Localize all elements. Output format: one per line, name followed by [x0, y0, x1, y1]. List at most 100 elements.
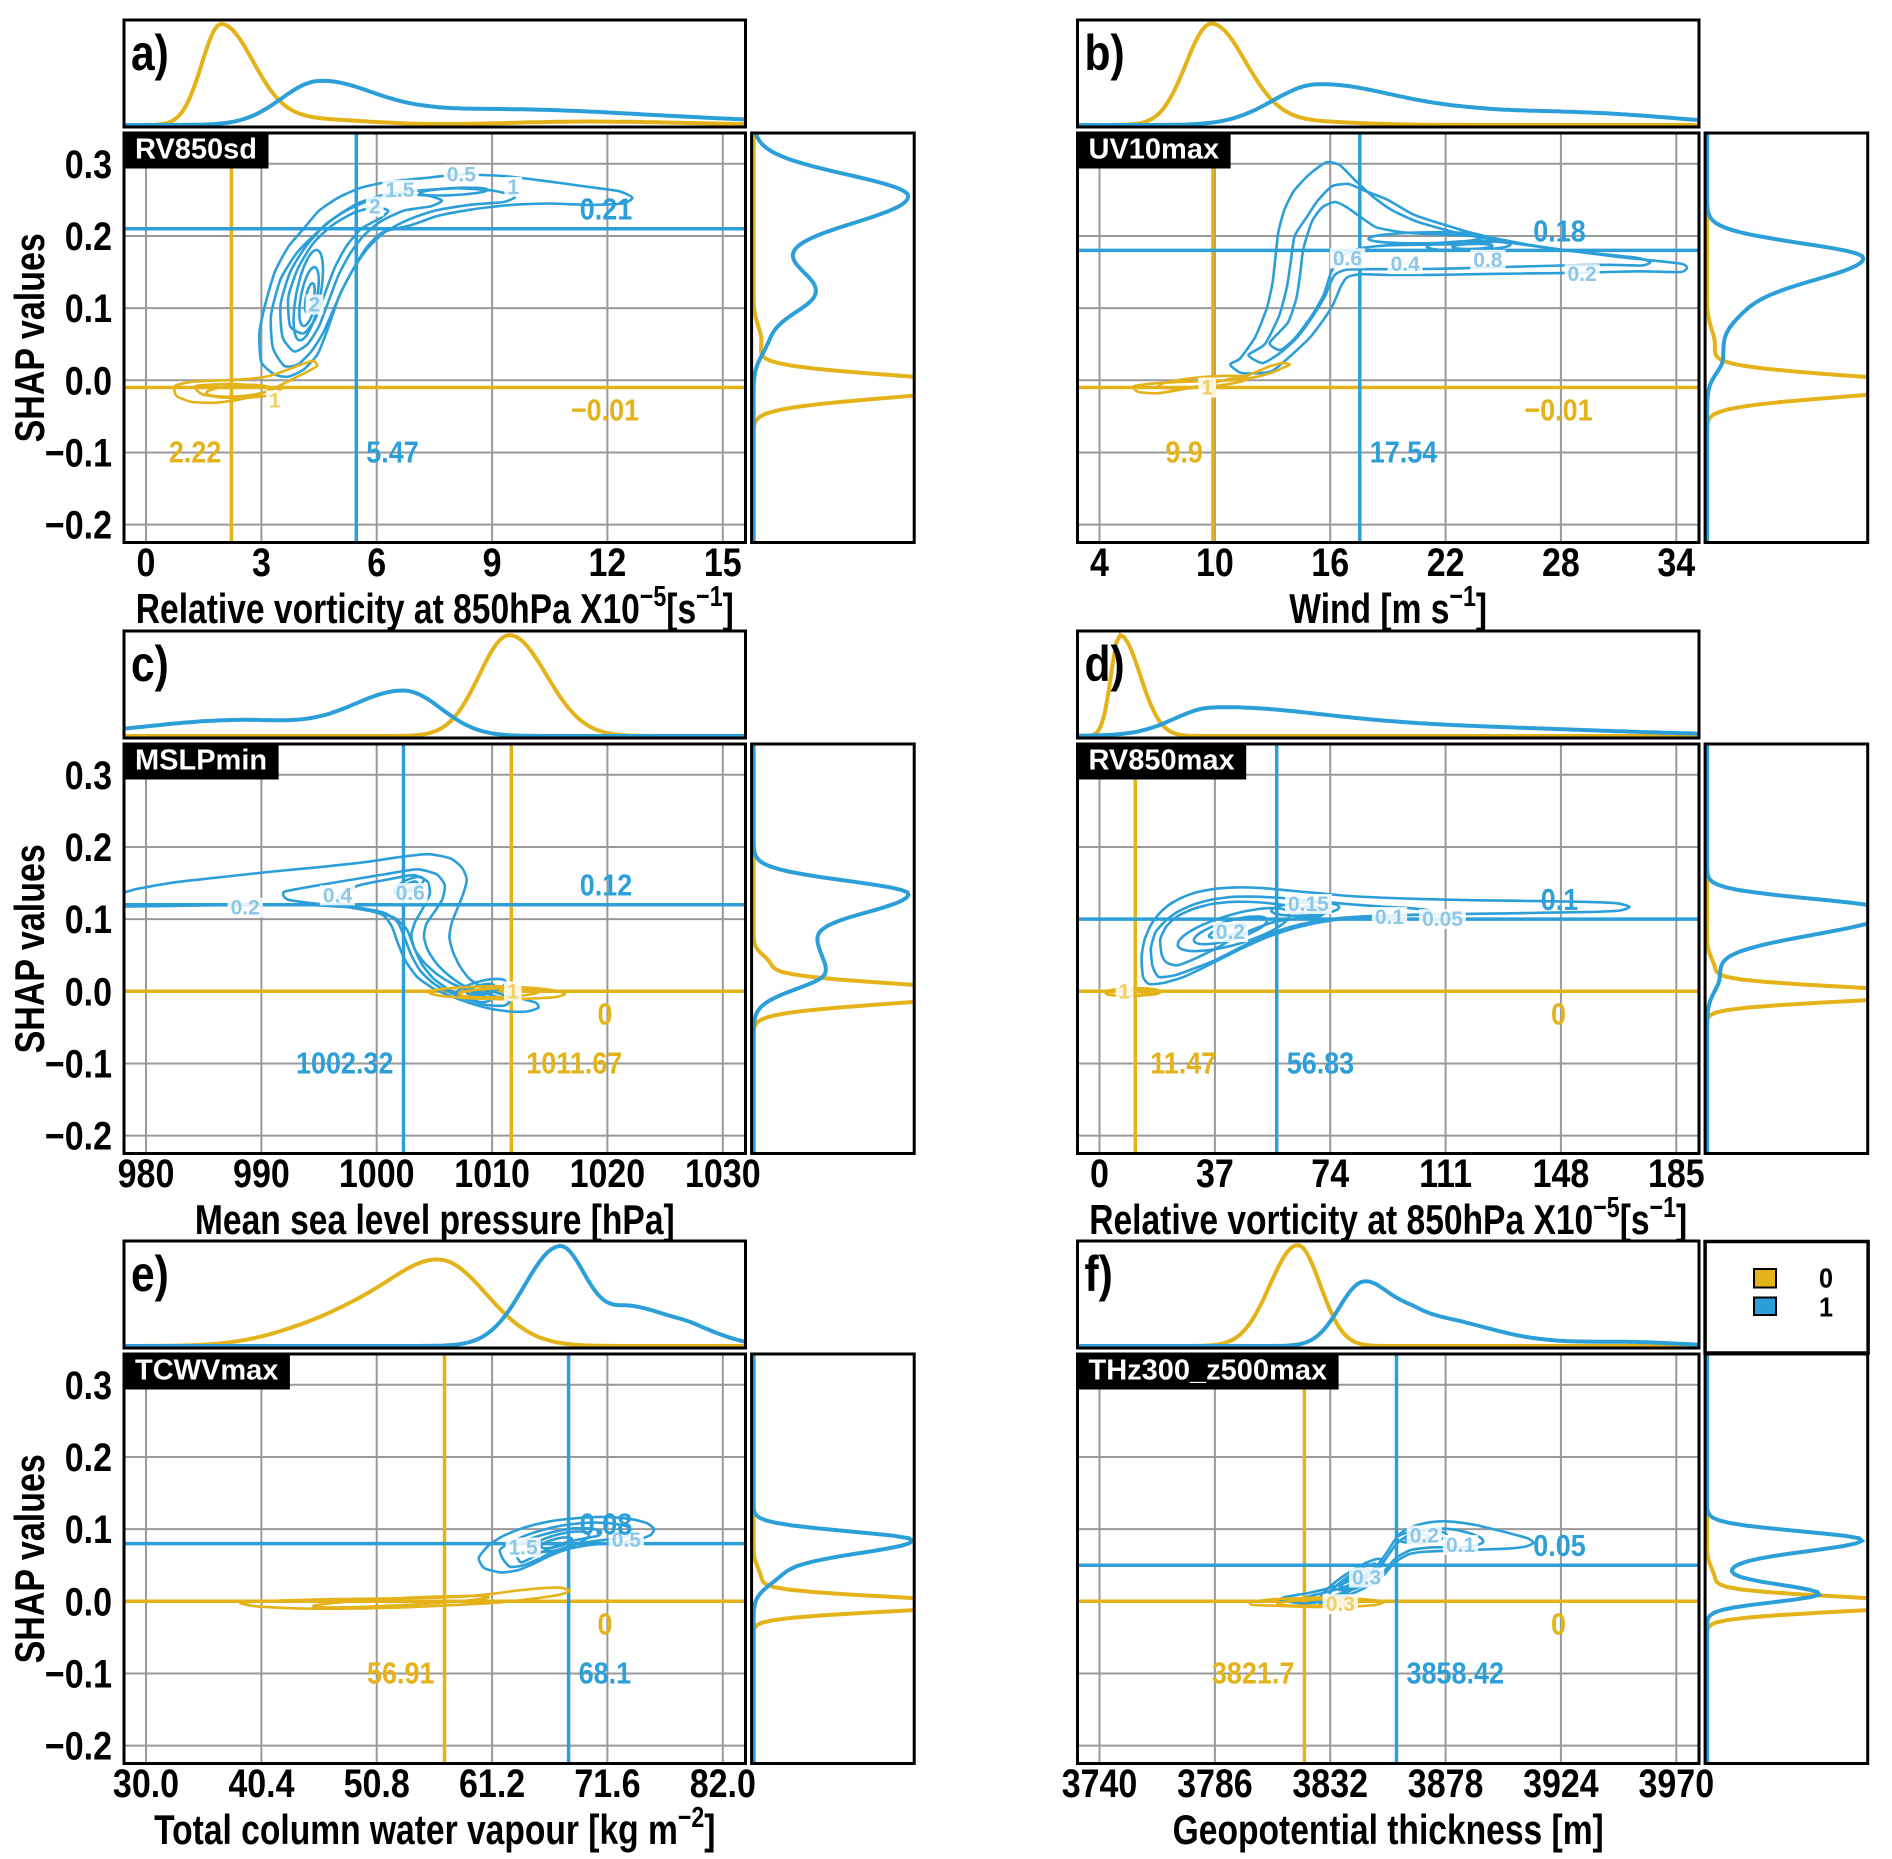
svg-text:a): a)	[131, 25, 169, 81]
svg-text:0: 0	[1551, 1608, 1566, 1642]
svg-text:−0.1: −0.1	[45, 1651, 112, 1696]
svg-text:0.3: 0.3	[1352, 1567, 1381, 1590]
svg-text:3970: 3970	[1638, 1760, 1714, 1805]
svg-text:2.22: 2.22	[169, 436, 221, 470]
svg-text:1011.67: 1011.67	[526, 1047, 622, 1081]
svg-text:0.1: 0.1	[65, 896, 112, 941]
svg-text:0.2: 0.2	[1410, 1525, 1439, 1548]
svg-text:3740: 3740	[1062, 1760, 1138, 1805]
svg-text:1: 1	[1819, 1291, 1833, 1323]
svg-text:0.8: 0.8	[1473, 249, 1503, 272]
svg-text:61.2: 61.2	[459, 1760, 525, 1805]
svg-text:THz300_z500max: THz300_z500max	[1089, 1355, 1328, 1387]
svg-text:0: 0	[598, 998, 613, 1032]
svg-text:11.47: 11.47	[1150, 1047, 1216, 1081]
svg-text:0.6: 0.6	[396, 882, 425, 905]
svg-text:−0.01: −0.01	[1524, 394, 1592, 428]
svg-text:−0.2: −0.2	[45, 1723, 112, 1768]
svg-text:0.1: 0.1	[1541, 883, 1578, 917]
svg-text:40.4: 40.4	[228, 1760, 294, 1805]
svg-text:74: 74	[1311, 1150, 1349, 1195]
svg-text:1: 1	[507, 980, 519, 1003]
svg-text:0.5: 0.5	[447, 164, 477, 187]
svg-text:0.2: 0.2	[1567, 263, 1596, 286]
svg-text:0.3: 0.3	[65, 752, 112, 797]
svg-text:0.2: 0.2	[65, 1434, 112, 1479]
svg-text:15: 15	[704, 539, 742, 584]
svg-text:10: 10	[1196, 539, 1234, 584]
svg-text:0.12: 0.12	[580, 869, 632, 903]
svg-text:17.54: 17.54	[1370, 436, 1437, 470]
svg-text:111: 111	[1419, 1150, 1472, 1195]
svg-text:0.3: 0.3	[65, 1362, 112, 1407]
svg-text:0.2: 0.2	[231, 897, 260, 920]
svg-text:1: 1	[507, 176, 519, 199]
svg-text:2: 2	[309, 294, 321, 317]
svg-text:5.47: 5.47	[366, 436, 418, 470]
svg-text:0.05: 0.05	[1533, 1530, 1585, 1564]
svg-text:SHAP values: SHAP values	[7, 1454, 54, 1663]
svg-text:1030: 1030	[685, 1150, 761, 1195]
svg-text:37: 37	[1196, 1150, 1234, 1195]
svg-text:0.3: 0.3	[65, 141, 112, 186]
svg-text:9: 9	[483, 539, 502, 584]
svg-text:RV850max: RV850max	[1089, 745, 1235, 777]
svg-text:1020: 1020	[570, 1150, 646, 1195]
svg-text:0.08: 0.08	[580, 1508, 632, 1542]
svg-text:Relative vorticity at 850hPa X: Relative vorticity at 850hPa X10−5​[s−1​…	[1089, 1190, 1687, 1243]
svg-text:3878: 3878	[1408, 1760, 1484, 1805]
svg-text:34: 34	[1657, 539, 1695, 584]
svg-text:71.6: 71.6	[574, 1760, 640, 1805]
svg-text:3858.42: 3858.42	[1407, 1657, 1504, 1691]
svg-text:1: 1	[1201, 377, 1213, 400]
svg-text:0.2: 0.2	[65, 824, 112, 869]
svg-text:−0.2: −0.2	[45, 502, 112, 547]
svg-text:50.8: 50.8	[344, 1760, 410, 1805]
svg-text:0.1: 0.1	[65, 285, 112, 330]
svg-text:990: 990	[233, 1150, 290, 1195]
svg-text:3832: 3832	[1292, 1760, 1368, 1805]
svg-text:e): e)	[131, 1246, 169, 1302]
svg-text:0.3: 0.3	[1326, 1593, 1355, 1616]
svg-text:0.0: 0.0	[65, 969, 112, 1014]
svg-text:SHAP values: SHAP values	[7, 844, 54, 1053]
svg-text:68.1: 68.1	[579, 1657, 631, 1691]
svg-text:0.5: 0.5	[612, 1529, 642, 1552]
svg-text:1010: 1010	[454, 1150, 530, 1195]
svg-text:0.21: 0.21	[580, 193, 632, 227]
svg-text:Total column water vapour [kg: Total column water vapour [kg m−2​]	[154, 1800, 715, 1853]
svg-text:6: 6	[367, 539, 386, 584]
svg-text:0: 0	[1090, 1150, 1109, 1195]
svg-text:3821.7: 3821.7	[1212, 1657, 1294, 1691]
svg-text:0.18: 0.18	[1533, 215, 1585, 249]
svg-text:22: 22	[1427, 539, 1465, 584]
svg-text:1.5: 1.5	[385, 179, 415, 202]
svg-text:1002.32: 1002.32	[296, 1047, 393, 1081]
svg-text:Wind [m s−1​]: Wind [m s−1​]	[1289, 579, 1487, 632]
svg-text:3786: 3786	[1177, 1760, 1253, 1805]
svg-text:28: 28	[1542, 539, 1580, 584]
svg-text:980: 980	[118, 1150, 175, 1195]
svg-text:4: 4	[1090, 539, 1109, 584]
svg-text:b): b)	[1085, 25, 1125, 81]
svg-text:0.05: 0.05	[1422, 908, 1463, 931]
svg-text:30.0: 30.0	[113, 1760, 179, 1805]
svg-text:SHAP values: SHAP values	[7, 233, 54, 442]
svg-text:f): f)	[1085, 1246, 1113, 1302]
svg-text:0.4: 0.4	[323, 884, 353, 907]
svg-text:d): d)	[1085, 636, 1125, 692]
svg-text:0.6: 0.6	[1333, 247, 1362, 270]
svg-text:0.0: 0.0	[65, 358, 112, 403]
svg-text:1: 1	[269, 390, 281, 413]
svg-text:0: 0	[137, 539, 156, 584]
svg-text:TCWVmax: TCWVmax	[135, 1355, 278, 1387]
svg-text:0.1: 0.1	[1446, 1534, 1476, 1557]
svg-text:0: 0	[1819, 1262, 1833, 1294]
svg-text:9.9: 9.9	[1165, 436, 1202, 470]
svg-text:Geopotential thickness [m]: Geopotential thickness [m]	[1173, 1808, 1604, 1854]
svg-text:56.83: 56.83	[1287, 1047, 1354, 1081]
svg-text:56.91: 56.91	[367, 1657, 434, 1691]
svg-text:0.4: 0.4	[1391, 253, 1421, 276]
svg-text:185: 185	[1648, 1150, 1705, 1195]
svg-text:16: 16	[1311, 539, 1349, 584]
